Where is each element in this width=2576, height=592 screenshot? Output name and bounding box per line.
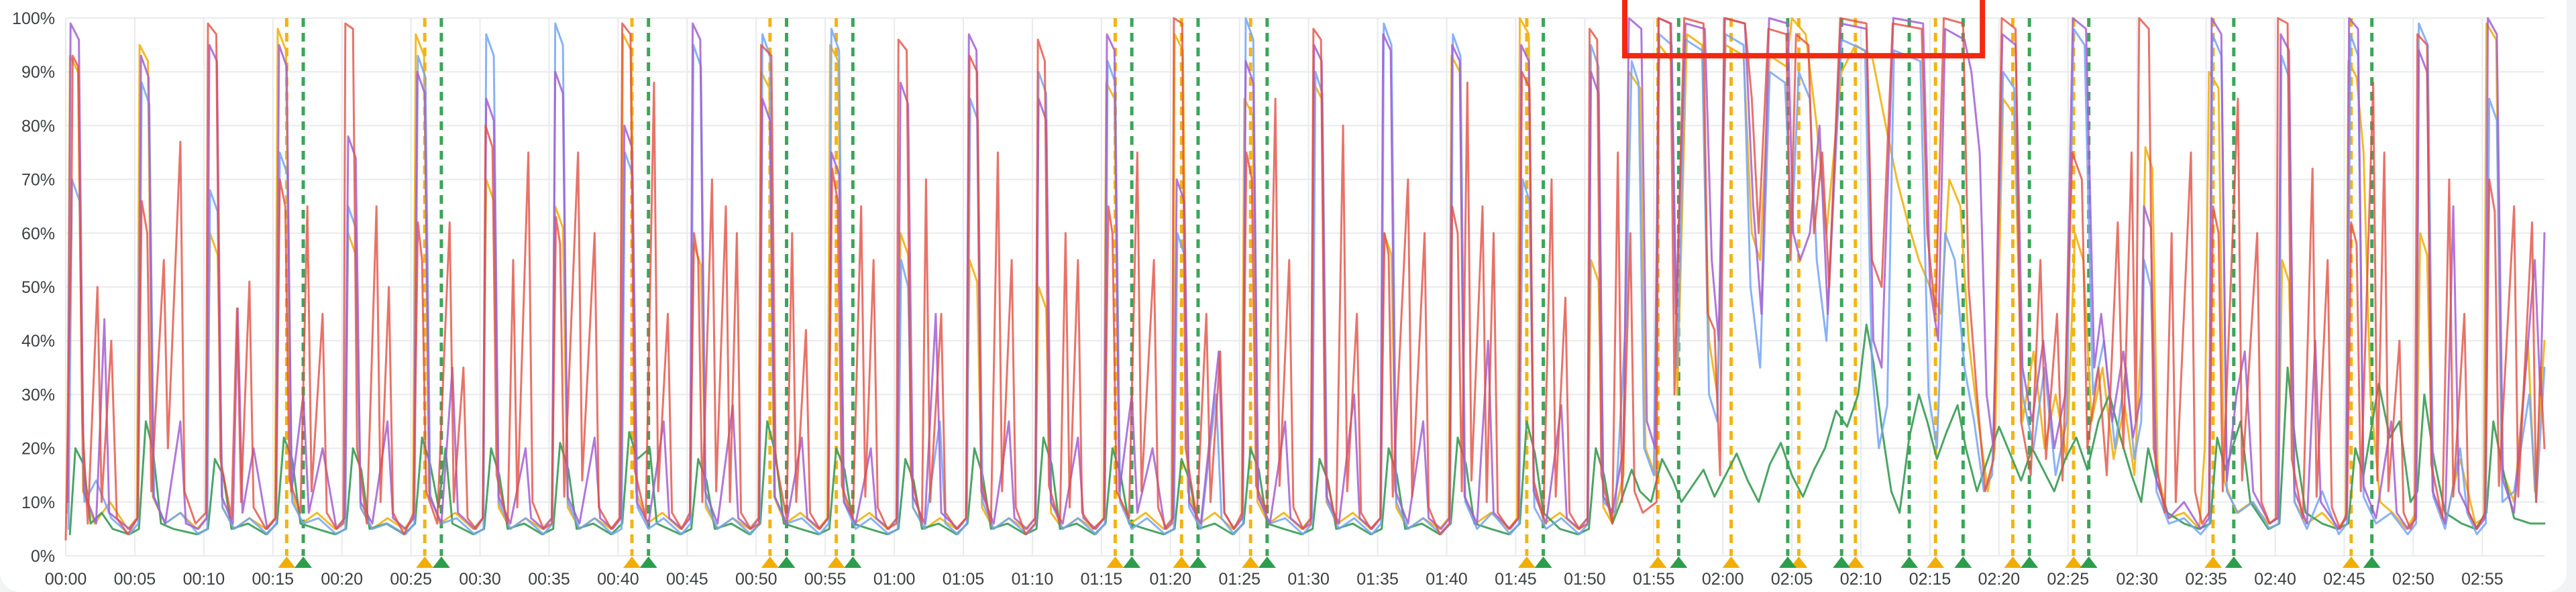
x-tick-label: 01:50 [1564,570,1606,589]
yellow-event-triangle-icon[interactable] [827,556,845,568]
series-line-red [64,17,2546,541]
green-event-triangle-icon[interactable] [1954,556,1972,568]
green-event-triangle-icon[interactable] [777,556,796,568]
x-tick-label: 02:40 [2254,570,2296,589]
x-tick-label: 02:30 [2116,570,2158,589]
yellow-event-triangle-icon[interactable] [1106,556,1124,568]
x-tick-label: 00:40 [597,570,639,589]
x-tick-label: 00:15 [252,570,294,589]
green-event-triangle-icon[interactable] [2021,556,2039,568]
x-tick-label: 01:10 [1012,570,1054,589]
x-tick-label: 01:40 [1426,570,1468,589]
y-tick-label: 100% [12,9,55,28]
green-event-triangle-icon[interactable] [844,556,862,568]
green-event-triangle-icon[interactable] [1123,556,1141,568]
x-tick-label: 01:15 [1081,570,1123,589]
yellow-event-triangle-icon[interactable] [1173,556,1191,568]
y-tick-label: 90% [21,63,55,82]
yellow-event-triangle-icon[interactable] [761,556,779,568]
x-tick-label: 02:25 [2047,570,2090,589]
x-tick-label: 02:05 [1771,570,1813,589]
x-tick-label: 00:20 [321,570,363,589]
x-tick-label: 00:55 [804,570,847,589]
x-tick-label: 00:30 [459,570,501,589]
x-tick-label: 01:20 [1150,570,1192,589]
x-tick-label: 00:00 [45,570,87,589]
x-tick-label: 02:50 [2392,570,2434,589]
green-event-triangle-icon[interactable] [2080,556,2098,568]
yellow-event-triangle-icon[interactable] [1722,556,1740,568]
x-tick-label: 00:05 [114,570,156,589]
series-lines [64,17,2546,541]
green-event-triangle-icon[interactable] [2363,556,2381,568]
x-tick-label: 01:35 [1356,570,1399,589]
y-tick-label: 50% [21,278,55,297]
yellow-event-triangle-icon[interactable] [1790,556,1808,568]
green-event-triangle-icon[interactable] [1189,556,1207,568]
y-tick-label: 30% [21,386,55,404]
x-tick-label: 00:25 [390,570,432,589]
x-axis-labels: 00:00 00:05 00:10 00:15 00:20 00:25 00:30 00:35… [45,570,2504,589]
y-tick-label: 20% [21,440,55,459]
x-tick-label: 02:45 [2323,570,2365,589]
yellow-event-triangle-icon[interactable] [1649,556,1667,568]
yellow-event-triangle-icon[interactable] [1242,556,1260,568]
x-tick-label: 01:55 [1633,570,1675,589]
green-event-triangle-icon[interactable] [1900,556,1919,568]
green-event-triangle-icon[interactable] [1534,556,1552,568]
series-line-purple [66,17,2546,530]
green-event-triangle-icon[interactable] [294,556,313,568]
yellow-event-triangle-icon[interactable] [1846,556,1864,568]
x-tick-label: 01:30 [1287,570,1330,589]
x-tick-label: 01:00 [873,570,916,589]
x-tick-label: 02:00 [1702,570,1744,589]
green-event-triangle-icon[interactable] [1670,556,1688,568]
y-tick-label: 10% [21,493,55,512]
yellow-event-triangle-icon[interactable] [2065,556,2083,568]
yellow-event-triangle-icon[interactable] [2342,556,2360,568]
y-tick-label: 60% [21,225,55,243]
green-event-triangle-icon[interactable] [1258,556,1276,568]
x-tick-label: 00:45 [666,570,708,589]
y-axis-labels: 0% 10% 20% 30% 40% 50% 60% 70% 80% 90% 100% [12,9,55,566]
yellow-event-triangle-icon[interactable] [2204,556,2222,568]
x-tick-label: 01:45 [1495,570,1537,589]
annotation-rectangle [1622,0,1986,59]
yellow-event-triangle-icon[interactable] [416,556,434,568]
green-event-triangle-icon[interactable] [639,556,657,568]
green-event-triangle-icon[interactable] [2224,556,2243,568]
y-tick-label: 40% [21,332,55,351]
yellow-event-triangle-icon[interactable] [623,556,641,568]
green-event-triangle-icon[interactable] [1833,556,1851,568]
x-tick-label: 00:50 [735,570,777,589]
yellow-event-triangle-icon[interactable] [2004,556,2022,568]
x-tick-label: 02:10 [1840,570,1882,589]
green-event-triangle-icon[interactable] [432,556,450,568]
y-tick-label: 80% [21,117,55,135]
x-tick-label: 02:35 [2185,570,2227,589]
yellow-event-triangle-icon[interactable] [1517,556,1536,568]
yellow-event-triangle-icon[interactable] [278,556,296,568]
yellow-event-triangle-icon[interactable] [1927,556,1945,568]
x-tick-label: 01:25 [1218,570,1260,589]
x-tick-label: 02:55 [2461,570,2504,589]
x-tick-label: 00:10 [183,570,225,589]
x-tick-label: 00:35 [528,570,570,589]
x-tick-label: 02:20 [1978,570,2021,589]
green-event-triangle-icon[interactable] [1778,556,1796,568]
y-tick-label: 0% [31,547,55,566]
y-tick-label: 70% [21,171,55,190]
x-tick-label: 02:15 [1909,570,1951,589]
x-tick-label: 01:05 [943,570,985,589]
